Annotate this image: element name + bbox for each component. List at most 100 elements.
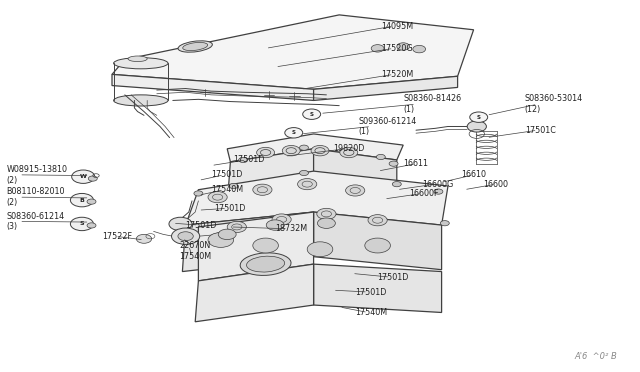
Circle shape [88, 176, 97, 181]
Polygon shape [227, 134, 403, 162]
Text: 17540M: 17540M [211, 185, 243, 194]
Text: 17501D: 17501D [234, 155, 265, 164]
Circle shape [285, 128, 303, 138]
Circle shape [317, 208, 336, 219]
Text: 18732M: 18732M [275, 224, 307, 233]
Circle shape [371, 45, 384, 52]
Circle shape [376, 154, 385, 160]
Circle shape [307, 242, 333, 257]
Circle shape [169, 217, 192, 231]
Polygon shape [195, 264, 314, 322]
Circle shape [253, 184, 272, 195]
Text: 16600: 16600 [483, 180, 508, 189]
Circle shape [298, 179, 317, 190]
Text: S08360-53014
(12): S08360-53014 (12) [525, 94, 583, 114]
Text: 17520M: 17520M [381, 70, 413, 79]
Circle shape [392, 182, 401, 187]
Circle shape [365, 238, 390, 253]
Polygon shape [314, 212, 442, 270]
Circle shape [208, 192, 227, 203]
Circle shape [70, 217, 93, 231]
Circle shape [282, 145, 300, 156]
Circle shape [253, 238, 278, 253]
Text: 17501D: 17501D [214, 204, 246, 213]
Circle shape [389, 161, 398, 166]
Text: 16610: 16610 [461, 170, 486, 179]
Circle shape [257, 147, 275, 158]
Text: 16600G: 16600G [422, 180, 454, 189]
Text: 19820D: 19820D [333, 144, 364, 153]
Circle shape [87, 223, 96, 228]
Polygon shape [314, 149, 397, 203]
Text: W08915-13810
(2): W08915-13810 (2) [6, 165, 67, 185]
Text: A'6  ^0² B: A'6 ^0² B [575, 352, 618, 361]
Text: 14095M: 14095M [381, 22, 413, 31]
Polygon shape [314, 264, 442, 312]
Text: 17540M: 17540M [179, 252, 211, 261]
Polygon shape [186, 171, 448, 225]
Circle shape [136, 234, 152, 243]
Circle shape [70, 193, 93, 207]
Circle shape [467, 121, 486, 132]
Polygon shape [182, 212, 314, 272]
Text: 17501D: 17501D [355, 288, 387, 296]
Circle shape [311, 145, 329, 156]
Circle shape [397, 43, 410, 50]
Text: B08110-82010
(2): B08110-82010 (2) [6, 187, 65, 207]
Text: 17501D: 17501D [211, 170, 243, 179]
Ellipse shape [183, 42, 207, 51]
Ellipse shape [246, 256, 285, 272]
Circle shape [413, 45, 426, 53]
Circle shape [172, 228, 200, 244]
Circle shape [178, 232, 193, 241]
Ellipse shape [114, 95, 168, 106]
Polygon shape [112, 15, 474, 89]
Text: S: S [310, 112, 314, 117]
Circle shape [340, 147, 358, 158]
Circle shape [440, 221, 449, 226]
Circle shape [317, 218, 335, 228]
Circle shape [368, 215, 387, 226]
Ellipse shape [240, 253, 291, 275]
Text: 17520G: 17520G [381, 44, 412, 53]
Circle shape [208, 232, 234, 247]
Text: B: B [79, 198, 84, 203]
Text: S: S [79, 221, 84, 227]
Text: 22670N: 22670N [179, 241, 211, 250]
Text: S: S [292, 130, 296, 135]
Text: 17540M: 17540M [355, 308, 387, 317]
Ellipse shape [128, 56, 147, 61]
Circle shape [300, 170, 308, 176]
Circle shape [229, 183, 238, 189]
Text: 16611: 16611 [403, 159, 428, 168]
Polygon shape [112, 74, 314, 100]
Ellipse shape [178, 41, 212, 52]
Circle shape [266, 220, 284, 230]
Circle shape [194, 191, 203, 196]
Circle shape [227, 221, 246, 232]
Text: S08360-61214
(3): S08360-61214 (3) [6, 212, 65, 231]
Text: 17501D: 17501D [378, 273, 409, 282]
Polygon shape [227, 149, 314, 205]
Text: S08360-81426
(1): S08360-81426 (1) [403, 94, 461, 114]
Circle shape [218, 229, 236, 240]
Text: 16600F: 16600F [410, 189, 439, 198]
Circle shape [346, 185, 365, 196]
Text: S: S [477, 115, 481, 120]
Ellipse shape [114, 58, 168, 69]
Circle shape [87, 199, 96, 204]
Circle shape [303, 109, 321, 119]
Polygon shape [314, 76, 458, 100]
Circle shape [434, 189, 443, 194]
Circle shape [300, 145, 308, 150]
Circle shape [72, 170, 95, 183]
Text: 17501D: 17501D [186, 221, 217, 230]
Circle shape [470, 112, 488, 122]
Text: W: W [80, 174, 86, 179]
Text: 17501C: 17501C [525, 126, 556, 135]
Polygon shape [198, 212, 314, 281]
Circle shape [239, 157, 248, 163]
Circle shape [272, 214, 291, 225]
Text: S09360-61214
(1): S09360-61214 (1) [358, 117, 417, 136]
Text: 17522F: 17522F [102, 232, 132, 241]
